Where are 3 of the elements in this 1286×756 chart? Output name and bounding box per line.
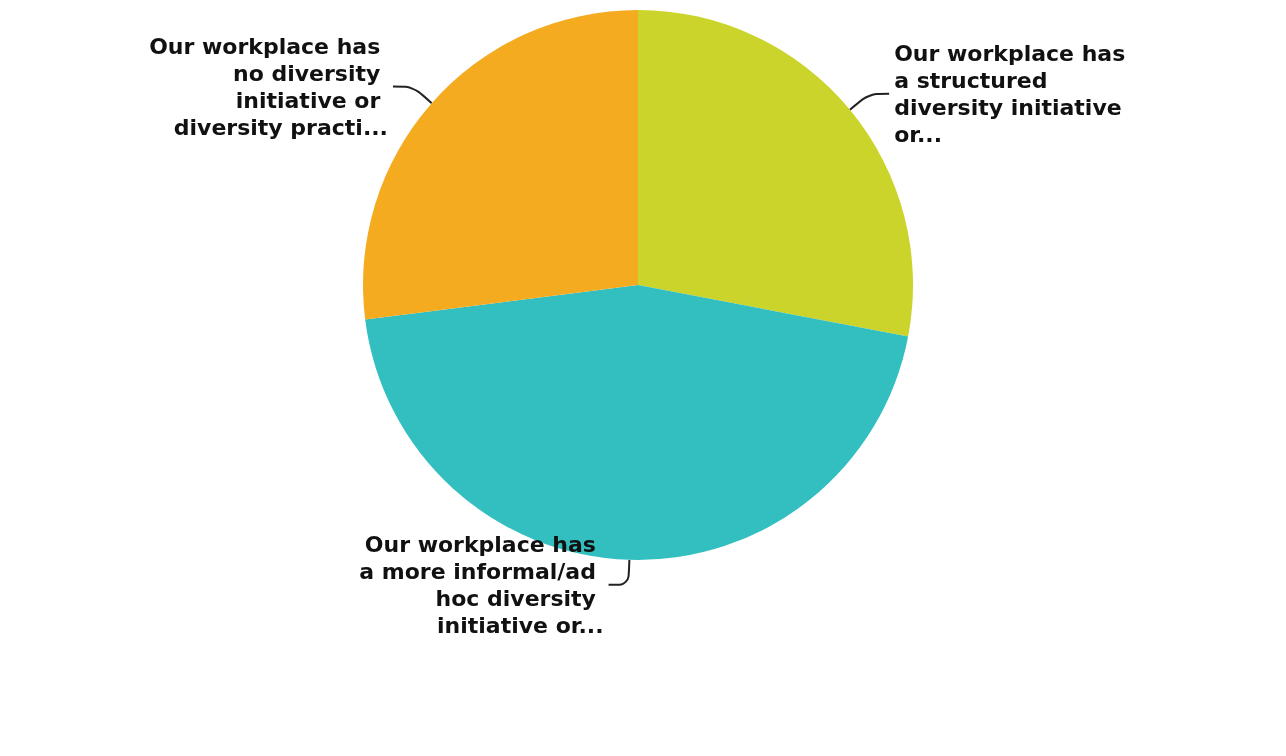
- slice-label: Our workplace has a more informal/ad hoc diversity initiative or...: [359, 531, 604, 638]
- slice-label: Our workplace has a structured diversity initiative or...: [894, 40, 1133, 147]
- slice-label: Our workplace has no diversity initiative or diversity practi...: [149, 33, 388, 140]
